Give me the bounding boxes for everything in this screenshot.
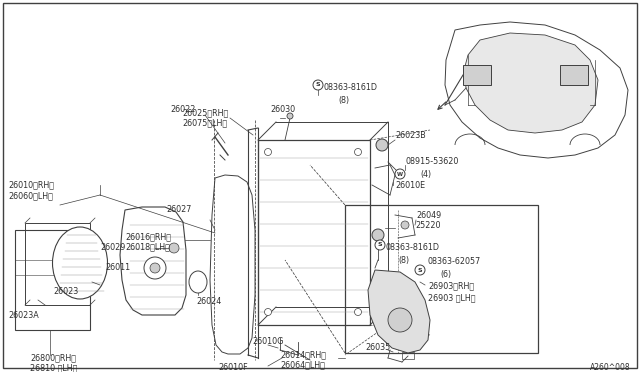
Polygon shape <box>120 207 186 315</box>
Text: 26014〈RH〉: 26014〈RH〉 <box>280 350 326 359</box>
Text: 26016〈RH〉: 26016〈RH〉 <box>125 232 171 241</box>
Circle shape <box>144 257 166 279</box>
Text: (4): (4) <box>420 170 431 179</box>
Text: 26903〈RH〉: 26903〈RH〉 <box>428 282 474 291</box>
Ellipse shape <box>52 227 108 299</box>
Polygon shape <box>464 33 598 133</box>
Text: (8): (8) <box>338 96 349 105</box>
Bar <box>560 65 588 85</box>
Circle shape <box>287 113 293 119</box>
Circle shape <box>395 169 405 179</box>
Text: 26800〈RH〉: 26800〈RH〉 <box>30 353 76 362</box>
Text: 08363-62057: 08363-62057 <box>428 257 481 266</box>
Text: 26022: 26022 <box>170 106 195 115</box>
Ellipse shape <box>189 271 207 293</box>
Text: 26030: 26030 <box>270 106 295 115</box>
Polygon shape <box>210 175 255 354</box>
Text: 26018〈LH〉: 26018〈LH〉 <box>125 243 170 251</box>
Circle shape <box>355 308 362 315</box>
Text: S: S <box>378 243 382 247</box>
Text: 26035: 26035 <box>365 343 390 353</box>
Polygon shape <box>445 22 628 158</box>
Text: (6): (6) <box>440 269 451 279</box>
Circle shape <box>401 221 409 229</box>
Bar <box>15 230 90 330</box>
Text: 26903 〈LH〉: 26903 〈LH〉 <box>428 294 476 302</box>
Text: A260^008: A260^008 <box>590 363 630 372</box>
Polygon shape <box>368 270 430 353</box>
Circle shape <box>313 80 323 90</box>
Text: 26010〈RH〉: 26010〈RH〉 <box>8 180 54 189</box>
Circle shape <box>375 240 385 250</box>
Bar <box>25 223 90 305</box>
Circle shape <box>372 229 384 241</box>
Circle shape <box>150 263 160 273</box>
Text: 08363-8161D: 08363-8161D <box>385 244 439 253</box>
Circle shape <box>388 308 412 332</box>
Text: S: S <box>316 83 320 87</box>
Circle shape <box>169 243 179 253</box>
Text: 26049: 26049 <box>416 211 441 219</box>
Text: 26027: 26027 <box>166 205 191 215</box>
Bar <box>345 205 538 353</box>
Circle shape <box>264 308 271 315</box>
Text: 08915-53620: 08915-53620 <box>405 157 458 167</box>
Text: 26064〈LH〉: 26064〈LH〉 <box>280 360 325 369</box>
Text: 26023: 26023 <box>53 288 78 296</box>
Circle shape <box>415 265 425 275</box>
Text: 26010E: 26010E <box>395 180 425 189</box>
Text: 26023B: 26023B <box>395 131 426 140</box>
Text: S: S <box>418 267 422 273</box>
Text: W: W <box>397 171 403 176</box>
Text: 26060〈LH〉: 26060〈LH〉 <box>8 192 53 201</box>
Text: 25220: 25220 <box>415 221 440 230</box>
Text: (8): (8) <box>398 256 409 264</box>
Text: 26029: 26029 <box>100 244 125 253</box>
Text: 08363-8161D: 08363-8161D <box>324 83 378 93</box>
Circle shape <box>355 148 362 155</box>
Text: 26010F: 26010F <box>218 363 248 372</box>
Circle shape <box>264 148 271 155</box>
Circle shape <box>376 139 388 151</box>
Text: 26023A: 26023A <box>8 311 39 320</box>
Text: 26810 〈LH〉: 26810 〈LH〉 <box>30 363 77 372</box>
Text: 26010G: 26010G <box>252 337 284 346</box>
Bar <box>402 352 414 359</box>
Bar <box>258 140 370 325</box>
Text: 26024: 26024 <box>196 298 221 307</box>
Text: 26075〈LH〉: 26075〈LH〉 <box>182 119 227 128</box>
Bar <box>463 65 491 85</box>
Text: 26011: 26011 <box>105 263 130 273</box>
Text: 26025〈RH〉: 26025〈RH〉 <box>182 109 228 118</box>
